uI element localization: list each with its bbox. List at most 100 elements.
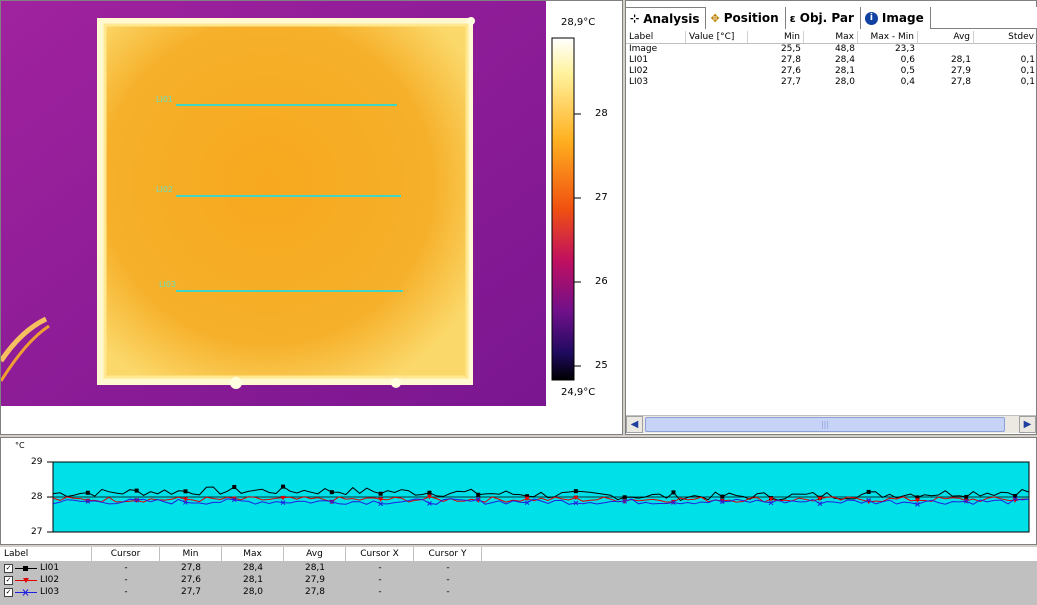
column-header[interactable]: Min (748, 31, 804, 43)
column-header[interactable]: Cursor (92, 547, 160, 561)
cell-cursor-x: - (378, 575, 382, 585)
position-icon: ✥ (710, 11, 720, 25)
series-li03 (52, 498, 1030, 505)
series-marker (183, 489, 188, 494)
series-marker (280, 500, 286, 505)
tab-bar: ⊹ Analysis ✥ Position ε Obj. Par i Image (626, 7, 1037, 29)
cell-avg: 28,1 (950, 55, 971, 65)
column-header[interactable]: Cursor Y (414, 547, 482, 561)
cell-cursor: - (124, 587, 128, 597)
table-row[interactable]: Image 25,5 48,8 23,3 (626, 44, 1037, 55)
scale-tick: 25 (595, 360, 608, 371)
cell-max: 28,1 (242, 575, 264, 585)
cell-value (686, 55, 748, 66)
scale-tick: 27 (595, 192, 608, 203)
column-header[interactable]: Stdev (974, 31, 1037, 43)
cell-min: 27,7 (780, 77, 801, 87)
cell-min: 25,5 (780, 44, 801, 54)
cell-max-min: 0,4 (900, 77, 915, 87)
tab-obj-par[interactable]: ε Obj. Par (785, 7, 861, 29)
series-marker (524, 500, 530, 506)
series-marker (475, 496, 481, 502)
graph-ylabel: 29 (31, 457, 43, 467)
series-marker (671, 490, 676, 495)
series-legend-table: Label Cursor Min Max Avg Cursor X Cursor… (0, 547, 1037, 605)
cell-cursor: - (124, 563, 128, 573)
column-header[interactable]: Label (0, 547, 92, 561)
column-header[interactable]: Avg (284, 547, 346, 561)
scrollbar-thumb[interactable]: ||| (645, 417, 1005, 432)
cell-min: 27,8 (180, 563, 202, 573)
legend-label: ✓ LI03 (0, 587, 92, 598)
legend-row[interactable]: ✓ LI02 - 27,6 28,1 27,9 - - (0, 575, 1037, 586)
tab-analysis[interactable]: ⊹ Analysis (626, 7, 707, 29)
series-marker (817, 496, 823, 502)
series-marker (866, 489, 871, 494)
graph-unit: °C (15, 441, 25, 450)
cell-cursor: - (124, 575, 128, 585)
series-marker (1013, 494, 1018, 499)
tab-label: Analysis (643, 11, 700, 26)
column-header[interactable]: Max (222, 547, 284, 561)
table-row[interactable]: LI02 27,6 28,1 0,5 27,9 0,1 (626, 66, 1037, 77)
line-profile-graph[interactable]: °C 29 28 27 (0, 437, 1037, 545)
legend-row[interactable]: ✓ LI01 - 27,8 28,4 28,1 - - (0, 563, 1037, 574)
legend-header: Label Cursor Min Max Avg Cursor X Cursor… (0, 547, 1037, 561)
line-label-li01: LI01 (156, 95, 173, 104)
table-row[interactable]: LI01 27,8 28,4 0,6 28,1 0,1 (626, 55, 1037, 66)
column-header[interactable]: Avg (918, 31, 974, 43)
series-marker (85, 499, 91, 504)
series-marker (622, 495, 627, 500)
column-header[interactable]: Cursor X (346, 547, 414, 561)
cell-value (686, 66, 748, 77)
series-marker (719, 499, 725, 505)
tab-label: Obj. Par (799, 11, 854, 25)
series-marker (525, 494, 530, 499)
cell-label: LI02 (629, 66, 649, 76)
scale-min-label: 24,9°C (561, 387, 596, 398)
analysis-panel: ⊹ Analysis ✥ Position ε Obj. Par i Image… (625, 0, 1037, 435)
thermal-image[interactable] (1, 1, 623, 435)
series-marker (915, 495, 920, 500)
legend-label: ✓ LI02 (0, 575, 92, 586)
cell-min: 27,8 (780, 55, 801, 65)
series-swatch-icon (15, 589, 37, 596)
cell-stdev: 0,1 (1020, 66, 1035, 76)
cell-label: Image (629, 44, 658, 54)
column-header[interactable]: Label (626, 31, 686, 43)
series-checkbox[interactable]: ✓ (4, 576, 13, 585)
cell-cursor-y: - (446, 575, 450, 585)
series-name: LI02 (40, 575, 60, 585)
cell-max-min: 0,5 (900, 66, 915, 76)
series-marker (720, 494, 725, 499)
scale-tick: 28 (595, 108, 608, 119)
cell-min: 27,6 (180, 575, 202, 585)
column-header[interactable]: Max - Min (858, 31, 918, 43)
table-row[interactable]: LI03 27,7 28,0 0,4 27,8 0,1 (626, 77, 1037, 88)
horizontal-scrollbar[interactable]: ◀ ||| ▶ (626, 415, 1036, 433)
cell-max: 28,4 (834, 55, 855, 65)
series-marker (280, 495, 286, 501)
column-header[interactable]: Value [°C] (686, 31, 748, 43)
series-checkbox[interactable]: ✓ (4, 588, 13, 597)
tab-image[interactable]: i Image (860, 7, 931, 29)
graph-ylabel: 28 (31, 492, 43, 502)
series-marker (671, 500, 676, 505)
series-marker (183, 500, 188, 505)
column-header[interactable]: Min (160, 547, 222, 561)
scroll-left-button[interactable]: ◀ (626, 416, 643, 433)
graph-ylabel: 27 (31, 527, 43, 537)
series-marker (866, 497, 872, 503)
cell-max: 28,4 (242, 563, 264, 573)
cell-value (686, 77, 748, 88)
column-header[interactable]: Max (804, 31, 858, 43)
tab-position[interactable]: ✥ Position (706, 7, 786, 29)
graph-plot[interactable] (1, 438, 1036, 544)
legend-row[interactable]: ✓ LI03 - 27,7 28,0 27,8 - - (0, 587, 1037, 598)
series-checkbox[interactable]: ✓ (4, 564, 13, 573)
scroll-right-button[interactable]: ▶ (1019, 416, 1036, 433)
cell-value (686, 44, 748, 55)
series-marker (573, 489, 578, 494)
series-marker (231, 497, 237, 503)
